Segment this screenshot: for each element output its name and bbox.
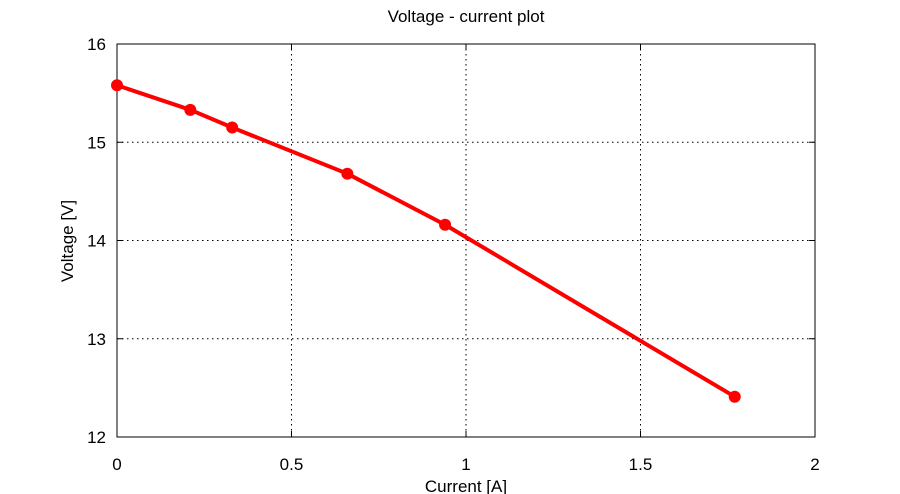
grid	[117, 44, 815, 437]
x-tick-label: 1.5	[629, 455, 653, 474]
y-tick-label: 12	[87, 428, 106, 447]
x-tick-label: 0	[112, 455, 121, 474]
data-point	[341, 167, 354, 180]
data-point	[226, 121, 239, 134]
x-axis-label: Current [A]	[425, 477, 507, 494]
x-tick-label: 1	[461, 455, 470, 474]
data-point	[728, 390, 741, 403]
tick-labels: 0 0.5 1 1.5 2 12 13 14 15 16	[87, 35, 820, 474]
y-tick-label: 15	[87, 133, 106, 152]
x-tick-label: 0.5	[280, 455, 304, 474]
y-axis-label: Voltage [V]	[58, 200, 77, 282]
chart-title: Voltage - current plot	[388, 7, 545, 26]
x-tick-label: 2	[810, 455, 819, 474]
y-tick-label: 16	[87, 35, 106, 54]
data-point	[111, 79, 123, 92]
y-tick-label: 13	[87, 330, 106, 349]
axis-ticks	[116, 43, 816, 438]
data-point	[184, 103, 197, 116]
series-line	[115, 83, 737, 399]
data-point	[439, 218, 452, 231]
y-tick-label: 14	[87, 232, 106, 251]
series	[111, 79, 741, 403]
